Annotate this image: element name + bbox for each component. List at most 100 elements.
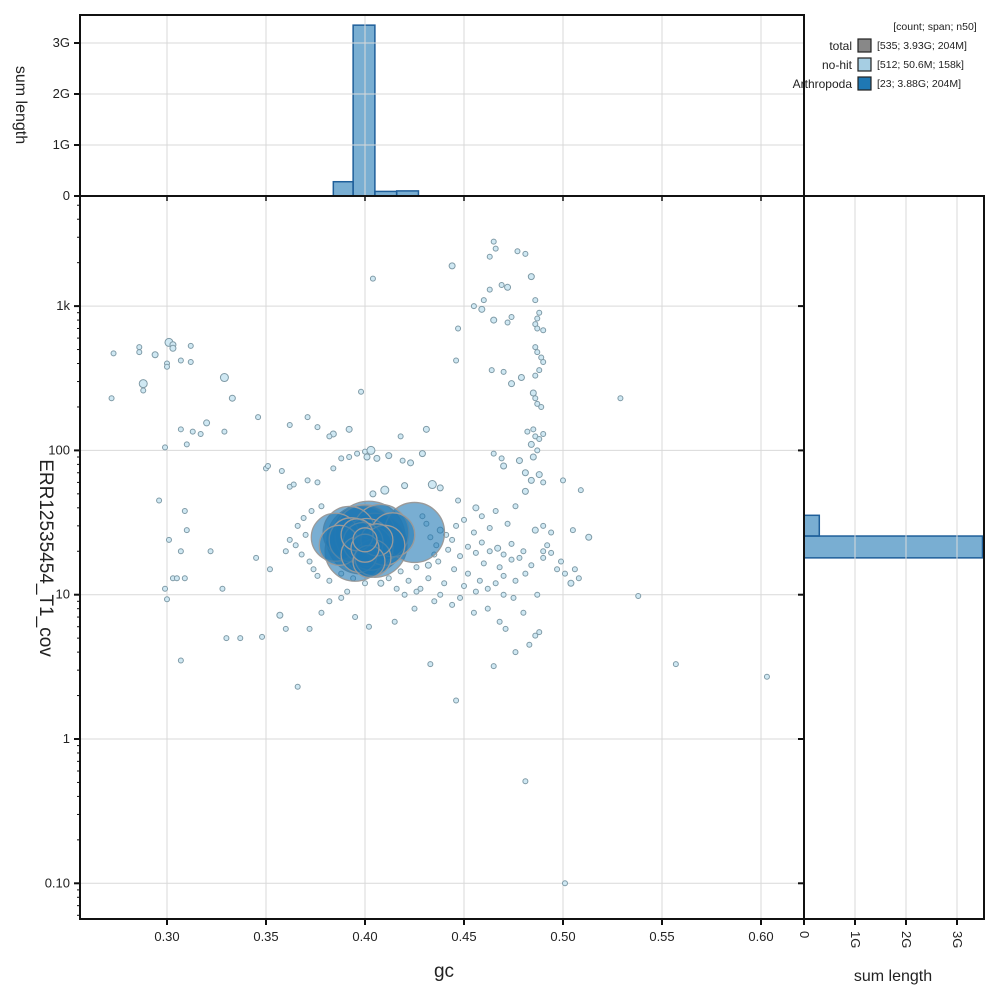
- data-point: [635, 592, 642, 599]
- data-point: [156, 497, 163, 504]
- data-point: [571, 566, 578, 573]
- right-hist-tick-label: 2G: [899, 931, 914, 948]
- data-point: [326, 577, 333, 584]
- data-point: [496, 618, 503, 625]
- data-point: [173, 575, 180, 582]
- data-point: [405, 577, 412, 584]
- data-point: [300, 515, 307, 522]
- x-tick-label: 0.30: [154, 929, 179, 944]
- legend: [count; span; n50] total [535; 3.93G; 20…: [793, 21, 977, 91]
- data-point: [500, 462, 508, 470]
- data-point: [326, 433, 333, 440]
- legend-item-no-hit[interactable]: no-hit [512; 50.6M; 158k]: [822, 57, 964, 72]
- data-point: [536, 309, 543, 316]
- data-point: [306, 558, 313, 565]
- data-point: [345, 425, 353, 433]
- data-point: [223, 635, 230, 642]
- data-point: [393, 585, 400, 592]
- data-point: [531, 526, 539, 534]
- data-point: [540, 327, 547, 334]
- data-point: [569, 527, 576, 534]
- data-point: [522, 778, 529, 785]
- data-point: [391, 618, 398, 625]
- data-point: [448, 262, 456, 270]
- data-point: [508, 556, 515, 563]
- data-point: [510, 594, 517, 601]
- data-point: [455, 497, 462, 504]
- x-axis-title: gc: [434, 961, 454, 982]
- data-point: [492, 508, 499, 515]
- data-point: [478, 305, 486, 313]
- data-point: [326, 598, 333, 605]
- data-point: [417, 585, 424, 592]
- data-point: [197, 430, 204, 437]
- data-point: [538, 403, 545, 410]
- data-point: [532, 344, 539, 351]
- data-point: [352, 614, 359, 621]
- x-tick-label: 0.45: [451, 929, 476, 944]
- legend-item-arthropoda[interactable]: Arthropoda [23; 3.88G; 204M]: [793, 76, 962, 91]
- data-point: [397, 433, 404, 440]
- data-point: [373, 454, 381, 462]
- data-point: [304, 414, 311, 421]
- data-point: [177, 657, 184, 664]
- data-point: [453, 697, 460, 704]
- data-point: [540, 479, 547, 486]
- data-point: [492, 245, 499, 252]
- data-point: [534, 591, 541, 598]
- data-point: [536, 629, 543, 636]
- data-point: [508, 380, 516, 388]
- data-point: [561, 880, 568, 887]
- data-point: [490, 450, 497, 457]
- data-point: [536, 367, 543, 374]
- data-point: [151, 351, 159, 359]
- data-point: [478, 539, 485, 546]
- data-point: [441, 580, 448, 587]
- data-point: [486, 548, 493, 555]
- data-point: [162, 444, 169, 451]
- data-point: [486, 286, 493, 293]
- histogram-bar: [332, 180, 354, 197]
- data-point: [411, 605, 418, 612]
- data-point: [358, 388, 365, 395]
- data-point: [449, 601, 456, 608]
- right-hist-tick-label: 3G: [950, 931, 965, 948]
- y-tick-label: 1k: [56, 298, 70, 313]
- data-point: [534, 400, 541, 407]
- data-point: [457, 553, 464, 560]
- data-point: [464, 570, 471, 577]
- data-point: [520, 609, 527, 616]
- data-point: [540, 554, 547, 561]
- data-point: [455, 325, 462, 332]
- data-point: [464, 543, 471, 550]
- data-point: [203, 419, 211, 427]
- data-point: [177, 548, 184, 555]
- data-point: [530, 426, 537, 433]
- data-point: [352, 527, 378, 553]
- data-point: [567, 579, 575, 587]
- top-hist-tick-label: 3G: [53, 35, 70, 50]
- legend-item-total[interactable]: total [535; 3.93G; 204M]: [829, 38, 967, 53]
- legend-stats: [512; 50.6M; 158k]: [877, 59, 964, 71]
- data-point: [480, 560, 487, 567]
- data-point: [377, 579, 385, 587]
- data-point: [527, 440, 535, 448]
- data-point: [177, 357, 184, 364]
- data-point: [490, 238, 497, 245]
- data-point: [110, 350, 117, 357]
- data-point: [532, 395, 539, 402]
- x-tick-label: 0.35: [253, 929, 278, 944]
- top-hist-tick-label: 2G: [53, 86, 70, 101]
- data-point: [488, 367, 495, 374]
- data-point: [314, 572, 321, 579]
- data-point: [492, 580, 499, 587]
- data-point: [425, 575, 432, 582]
- data-point: [472, 549, 479, 556]
- data-point: [522, 570, 529, 577]
- data-point: [278, 467, 285, 474]
- data-point: [294, 683, 301, 690]
- data-point: [500, 368, 507, 375]
- data-point: [554, 566, 561, 573]
- data-point: [282, 548, 289, 555]
